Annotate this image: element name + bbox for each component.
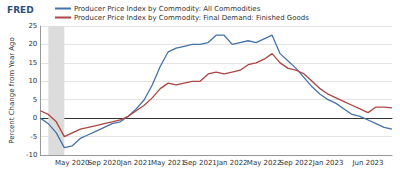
svg-text:Sep 2020: Sep 2020 xyxy=(88,159,121,167)
svg-text:Jan 2022: Jan 2022 xyxy=(216,159,248,167)
svg-text:May 2021: May 2021 xyxy=(151,159,186,167)
svg-text:10: 10 xyxy=(28,77,37,85)
svg-text:0: 0 xyxy=(33,114,37,122)
svg-text:Sep 2022: Sep 2022 xyxy=(279,159,312,167)
svg-text:Producer Price Index by Commod: Producer Price Index by Commodity: Final… xyxy=(74,14,309,22)
svg-text:Producer Price Index by Commod: Producer Price Index by Commodity: All C… xyxy=(74,5,261,13)
svg-text:Jan 2023: Jan 2023 xyxy=(312,159,344,167)
svg-text:Percent Change from Year Ago: Percent Change from Year Ago xyxy=(8,37,16,144)
svg-text:May 2020: May 2020 xyxy=(55,159,90,167)
svg-text:20: 20 xyxy=(28,40,37,48)
svg-text:25: 25 xyxy=(28,22,37,30)
svg-text:15: 15 xyxy=(28,59,37,67)
svg-text:5: 5 xyxy=(33,96,37,104)
svg-text:-10: -10 xyxy=(26,151,37,159)
svg-text:Jan 2021: Jan 2021 xyxy=(120,159,152,167)
svg-text:Jun 2023: Jun 2023 xyxy=(352,159,384,167)
svg-text:Sep 2021: Sep 2021 xyxy=(184,159,217,167)
svg-text:FRED: FRED xyxy=(7,5,34,15)
svg-text:May 2022: May 2022 xyxy=(247,159,282,167)
svg-text:-5: -5 xyxy=(30,133,37,141)
